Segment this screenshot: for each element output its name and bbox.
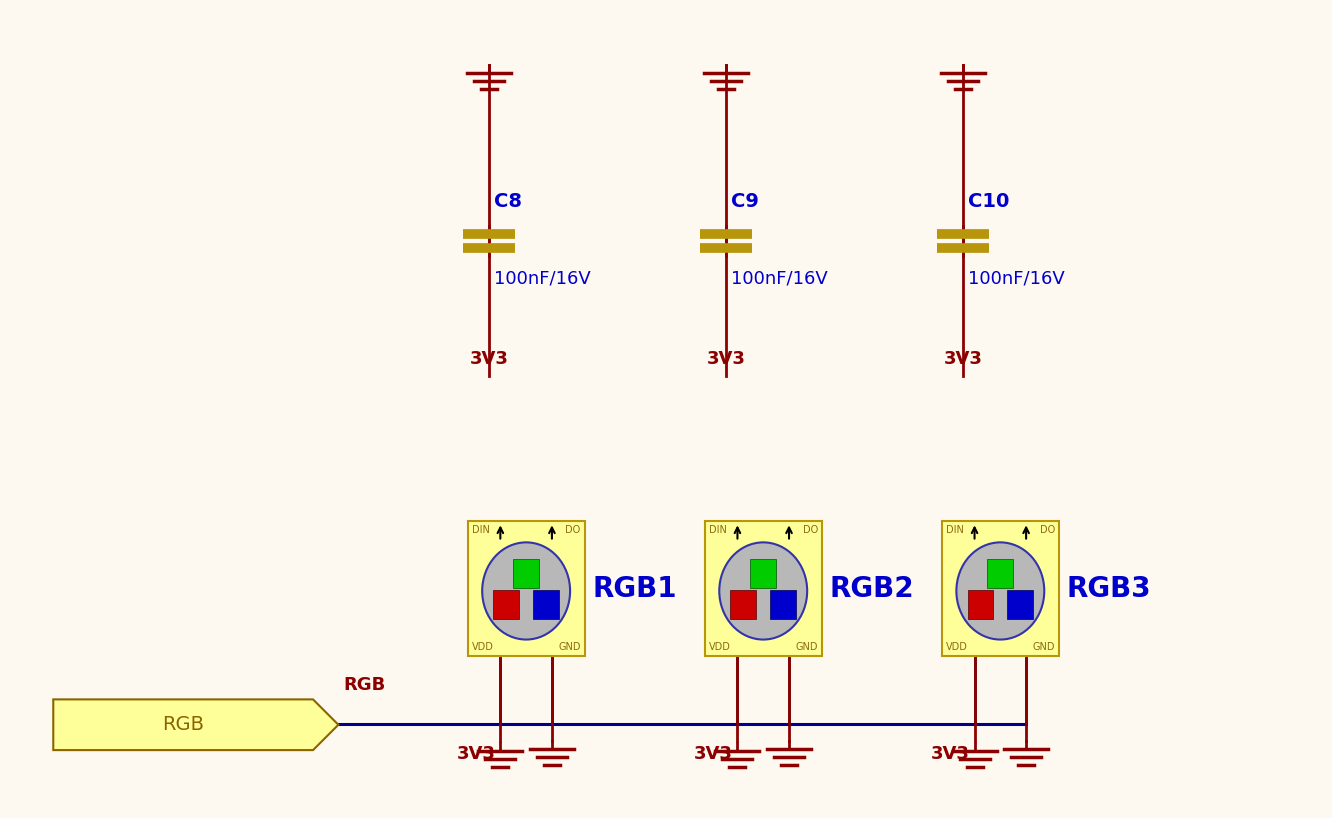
- FancyBboxPatch shape: [730, 591, 757, 618]
- Text: 100nF/16V: 100nF/16V: [731, 269, 827, 287]
- Text: VDD: VDD: [709, 642, 730, 653]
- Text: C9: C9: [731, 192, 759, 211]
- Text: VDD: VDD: [472, 642, 493, 653]
- Text: RGB1: RGB1: [593, 575, 677, 603]
- Ellipse shape: [482, 542, 570, 640]
- FancyBboxPatch shape: [533, 591, 559, 618]
- Text: GND: GND: [1032, 642, 1055, 653]
- FancyBboxPatch shape: [987, 560, 1014, 587]
- Text: DIN: DIN: [709, 525, 726, 536]
- Text: DIN: DIN: [946, 525, 963, 536]
- FancyBboxPatch shape: [705, 522, 822, 656]
- FancyBboxPatch shape: [468, 522, 585, 656]
- FancyBboxPatch shape: [967, 591, 994, 618]
- Text: C10: C10: [968, 192, 1010, 211]
- Text: RGB: RGB: [163, 715, 204, 735]
- Text: DO: DO: [566, 525, 581, 536]
- Polygon shape: [53, 699, 338, 750]
- Text: RGB2: RGB2: [830, 575, 915, 603]
- Text: VDD: VDD: [946, 642, 967, 653]
- Text: DO: DO: [1040, 525, 1055, 536]
- Text: 3V3: 3V3: [706, 350, 746, 368]
- Text: 3V3: 3V3: [931, 745, 970, 763]
- Ellipse shape: [956, 542, 1044, 640]
- Text: 3V3: 3V3: [694, 745, 733, 763]
- FancyBboxPatch shape: [750, 560, 777, 587]
- Text: 3V3: 3V3: [457, 745, 496, 763]
- Text: 3V3: 3V3: [469, 350, 509, 368]
- Text: DO: DO: [803, 525, 818, 536]
- Text: RGB3: RGB3: [1067, 575, 1152, 603]
- Text: C8: C8: [494, 192, 522, 211]
- FancyBboxPatch shape: [770, 591, 797, 618]
- FancyBboxPatch shape: [513, 560, 539, 587]
- Text: DIN: DIN: [472, 525, 489, 536]
- Text: 100nF/16V: 100nF/16V: [968, 269, 1064, 287]
- FancyBboxPatch shape: [942, 522, 1059, 656]
- Text: GND: GND: [558, 642, 581, 653]
- Text: 3V3: 3V3: [943, 350, 983, 368]
- FancyBboxPatch shape: [493, 591, 519, 618]
- Text: GND: GND: [795, 642, 818, 653]
- FancyBboxPatch shape: [1007, 591, 1034, 618]
- Ellipse shape: [719, 542, 807, 640]
- Text: 100nF/16V: 100nF/16V: [494, 269, 590, 287]
- Text: RGB: RGB: [344, 676, 386, 694]
